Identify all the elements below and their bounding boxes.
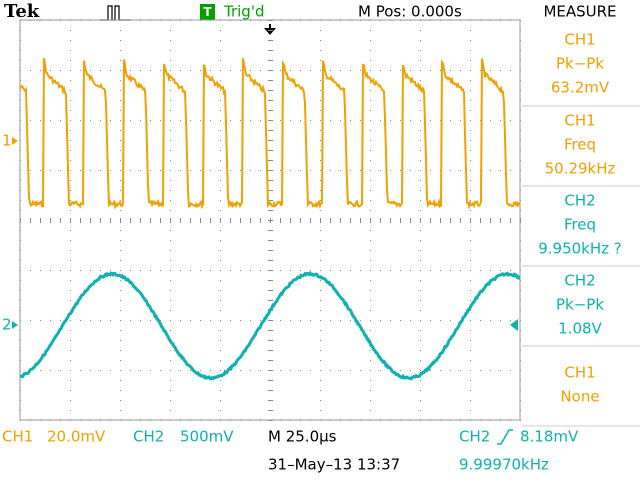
- horizontal-position: M Pos: 0.000s: [358, 3, 462, 21]
- measure-value: 9.950kHz ?: [538, 240, 622, 258]
- measure-type: Freq: [564, 136, 596, 154]
- trigger-source: CH2: [459, 428, 490, 446]
- measure-type: Pk−Pk: [556, 55, 604, 73]
- timebase: M 25.0µs: [268, 428, 337, 446]
- trigger-frequency: 9.99970kHz: [459, 456, 549, 474]
- measure-source: CH1: [564, 31, 595, 49]
- ch2-marker-arrow: [12, 321, 18, 329]
- ch1-waveform: [19, 57, 521, 211]
- trigger-level: 8.18mV: [520, 428, 579, 446]
- trigger-icon: T: [203, 5, 212, 19]
- trigger-slope-icon: [497, 429, 513, 445]
- ch2-label: CH2: [133, 428, 164, 446]
- measure-source: CH1: [564, 364, 595, 382]
- measure-source: CH1: [564, 112, 595, 130]
- measure-value: 50.29kHz: [545, 160, 616, 178]
- measure-value: 63.2mV: [551, 79, 610, 97]
- grid-dots: [20, 20, 521, 421]
- ch1-marker: 1: [2, 132, 12, 150]
- measure-title: MEASURE: [543, 3, 616, 21]
- datetime: 31–May–13 13:37: [268, 456, 400, 474]
- measure-type: None: [560, 388, 599, 406]
- measure-source: CH2: [564, 272, 595, 290]
- trigger-icon-box: [200, 4, 215, 20]
- graticule-border: [19, 19, 521, 421]
- measure-value: 1.08V: [558, 320, 602, 338]
- ch1-label: CH1: [2, 428, 33, 446]
- ch1-scale: 20.0mV: [47, 428, 106, 446]
- measure-source: CH2: [564, 192, 595, 210]
- trigger-status: Trig'd: [223, 3, 264, 21]
- ch2-marker: 2: [2, 316, 12, 334]
- trigger-level-marker: [510, 319, 518, 331]
- measure-type: Pk−Pk: [556, 296, 604, 314]
- brand: Tek: [4, 1, 40, 22]
- ch2-waveform: [19, 270, 521, 381]
- trigger-position-marker: [264, 24, 276, 35]
- measure-type: Freq: [564, 216, 596, 234]
- graticule: [20, 20, 521, 421]
- ch2-scale: 500mV: [180, 428, 234, 446]
- ch1-marker-arrow: [12, 137, 18, 145]
- measure-panel: CH1 Pk−Pk 63.2mV CH1 Freq 50.29kHz CH2 F…: [522, 31, 640, 427]
